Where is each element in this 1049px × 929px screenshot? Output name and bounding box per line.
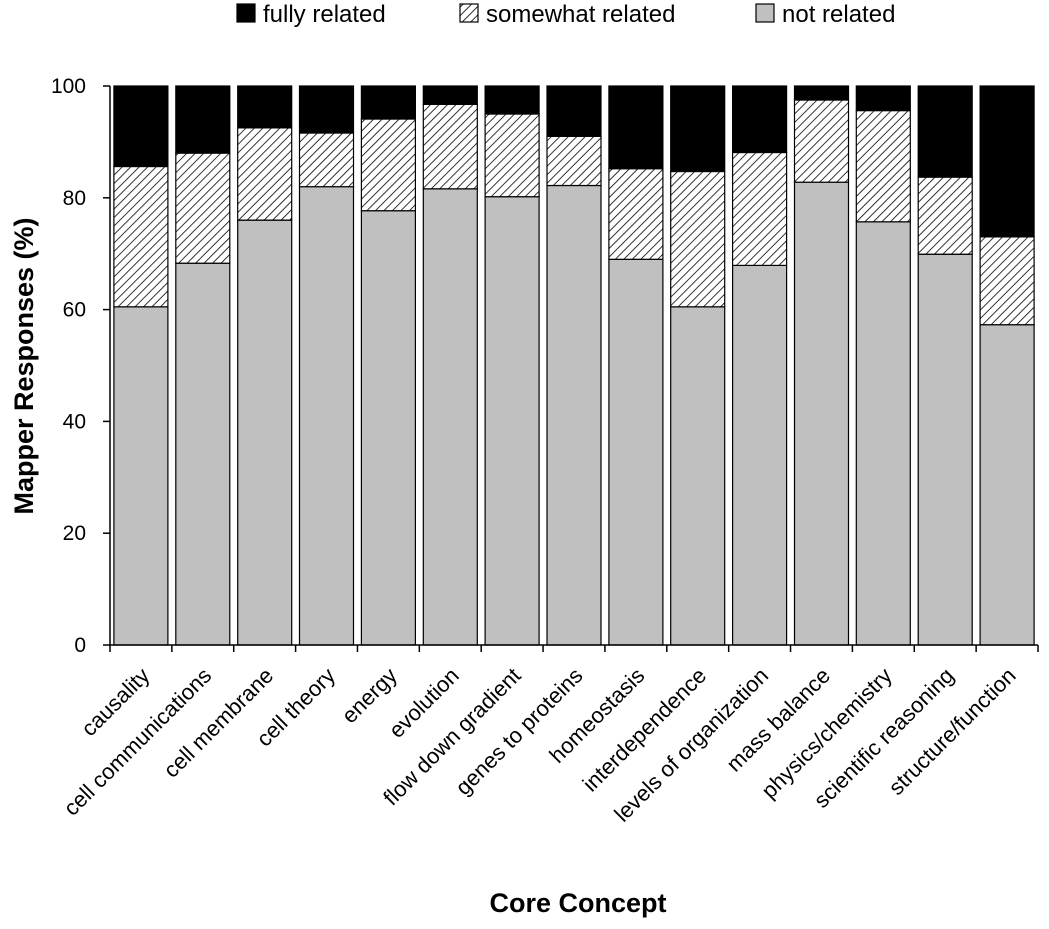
bar-cell-theory-not-related xyxy=(298,186,355,646)
legend-label-fully-related: fully related xyxy=(263,1,386,28)
bar-interdependence-fully-related xyxy=(670,85,726,173)
bar-levels-of-organization-somewhat-related xyxy=(731,151,788,267)
bar-interdependence-somewhat-related xyxy=(670,170,726,308)
bar-evolution-not-related xyxy=(422,188,478,646)
bar-homeostasis-fully-related xyxy=(608,85,664,170)
legend-label-not-related: not related xyxy=(782,1,895,28)
bars xyxy=(113,85,1035,646)
legend-swatch-not-related xyxy=(755,3,775,23)
y-tick-label: 100 xyxy=(51,75,86,98)
bar-cell-communications-not-related xyxy=(175,262,231,646)
legend: fully related somewhat related not related xyxy=(236,1,895,28)
bar-scientific-reasoning-fully-related xyxy=(917,85,973,178)
bar-causality-fully-related xyxy=(113,85,169,168)
bar-cell-theory-somewhat-related xyxy=(298,132,355,188)
bar-cell-communications-somewhat-related xyxy=(175,152,231,264)
bar-cell-theory-fully-related xyxy=(298,85,355,134)
bar-energy-somewhat-related xyxy=(360,118,416,212)
bar-physics-chemistry-not-related xyxy=(855,221,911,646)
bar-flow-down-gradient-fully-related xyxy=(484,85,540,115)
bar-physics-chemistry-fully-related xyxy=(855,85,911,112)
y-tick-label: 60 xyxy=(63,299,86,322)
bar-scientific-reasoning-somewhat-related xyxy=(917,176,973,255)
y-tick-label: 20 xyxy=(63,522,86,545)
bar-structure-function-fully-related xyxy=(979,85,1035,238)
bar-levels-of-organization-fully-related xyxy=(731,85,788,154)
legend-swatch-fully-related xyxy=(236,3,256,23)
bar-evolution-somewhat-related xyxy=(422,103,478,190)
bar-flow-down-gradient-somewhat-related xyxy=(484,113,540,198)
y-tick-label: 0 xyxy=(74,634,86,657)
bar-evolution-fully-related xyxy=(422,85,478,105)
bar-causality-somewhat-related xyxy=(113,165,169,308)
y-tick-label: 40 xyxy=(63,410,86,433)
bar-cell-communications-fully-related xyxy=(175,85,231,154)
bar-cell-membrane-not-related xyxy=(237,219,293,646)
bar-mass-balance-not-related xyxy=(793,181,850,646)
axes xyxy=(103,85,1039,652)
bar-causality-not-related xyxy=(113,306,169,646)
bar-genes-to-proteins-somewhat-related xyxy=(546,135,602,187)
bar-flow-down-gradient-not-related xyxy=(484,196,540,646)
x-axis-title: Core Concept xyxy=(489,888,666,918)
bar-homeostasis-somewhat-related xyxy=(608,168,664,260)
y-tick-labels: 0 20 40 60 80 100 xyxy=(51,75,86,657)
bar-levels-of-organization-not-related xyxy=(731,264,788,646)
y-tick-label: 80 xyxy=(63,187,86,210)
bar-homeostasis-not-related xyxy=(608,258,664,646)
bar-energy-not-related xyxy=(360,210,416,646)
y-axis-title: Mapper Responses (%) xyxy=(9,217,39,514)
x-tick-label-cell-membrane: cell membrane xyxy=(159,663,279,783)
bar-structure-function-not-related xyxy=(979,324,1035,646)
bar-genes-to-proteins-not-related xyxy=(546,184,602,646)
bar-physics-chemistry-somewhat-related xyxy=(855,109,911,223)
legend-label-somewhat-related: somewhat related xyxy=(486,1,675,28)
bar-energy-fully-related xyxy=(360,85,416,120)
bar-structure-function-somewhat-related xyxy=(979,236,1035,326)
bar-mass-balance-somewhat-related xyxy=(793,99,850,183)
bar-mass-balance-fully-related xyxy=(793,85,850,101)
bar-cell-membrane-somewhat-related xyxy=(237,127,293,221)
bar-genes-to-proteins-fully-related xyxy=(546,85,602,137)
bar-scientific-reasoning-not-related xyxy=(917,253,973,646)
bar-cell-membrane-fully-related xyxy=(237,85,293,129)
bar-interdependence-not-related xyxy=(670,306,726,646)
legend-swatch-somewhat-related xyxy=(459,3,479,23)
